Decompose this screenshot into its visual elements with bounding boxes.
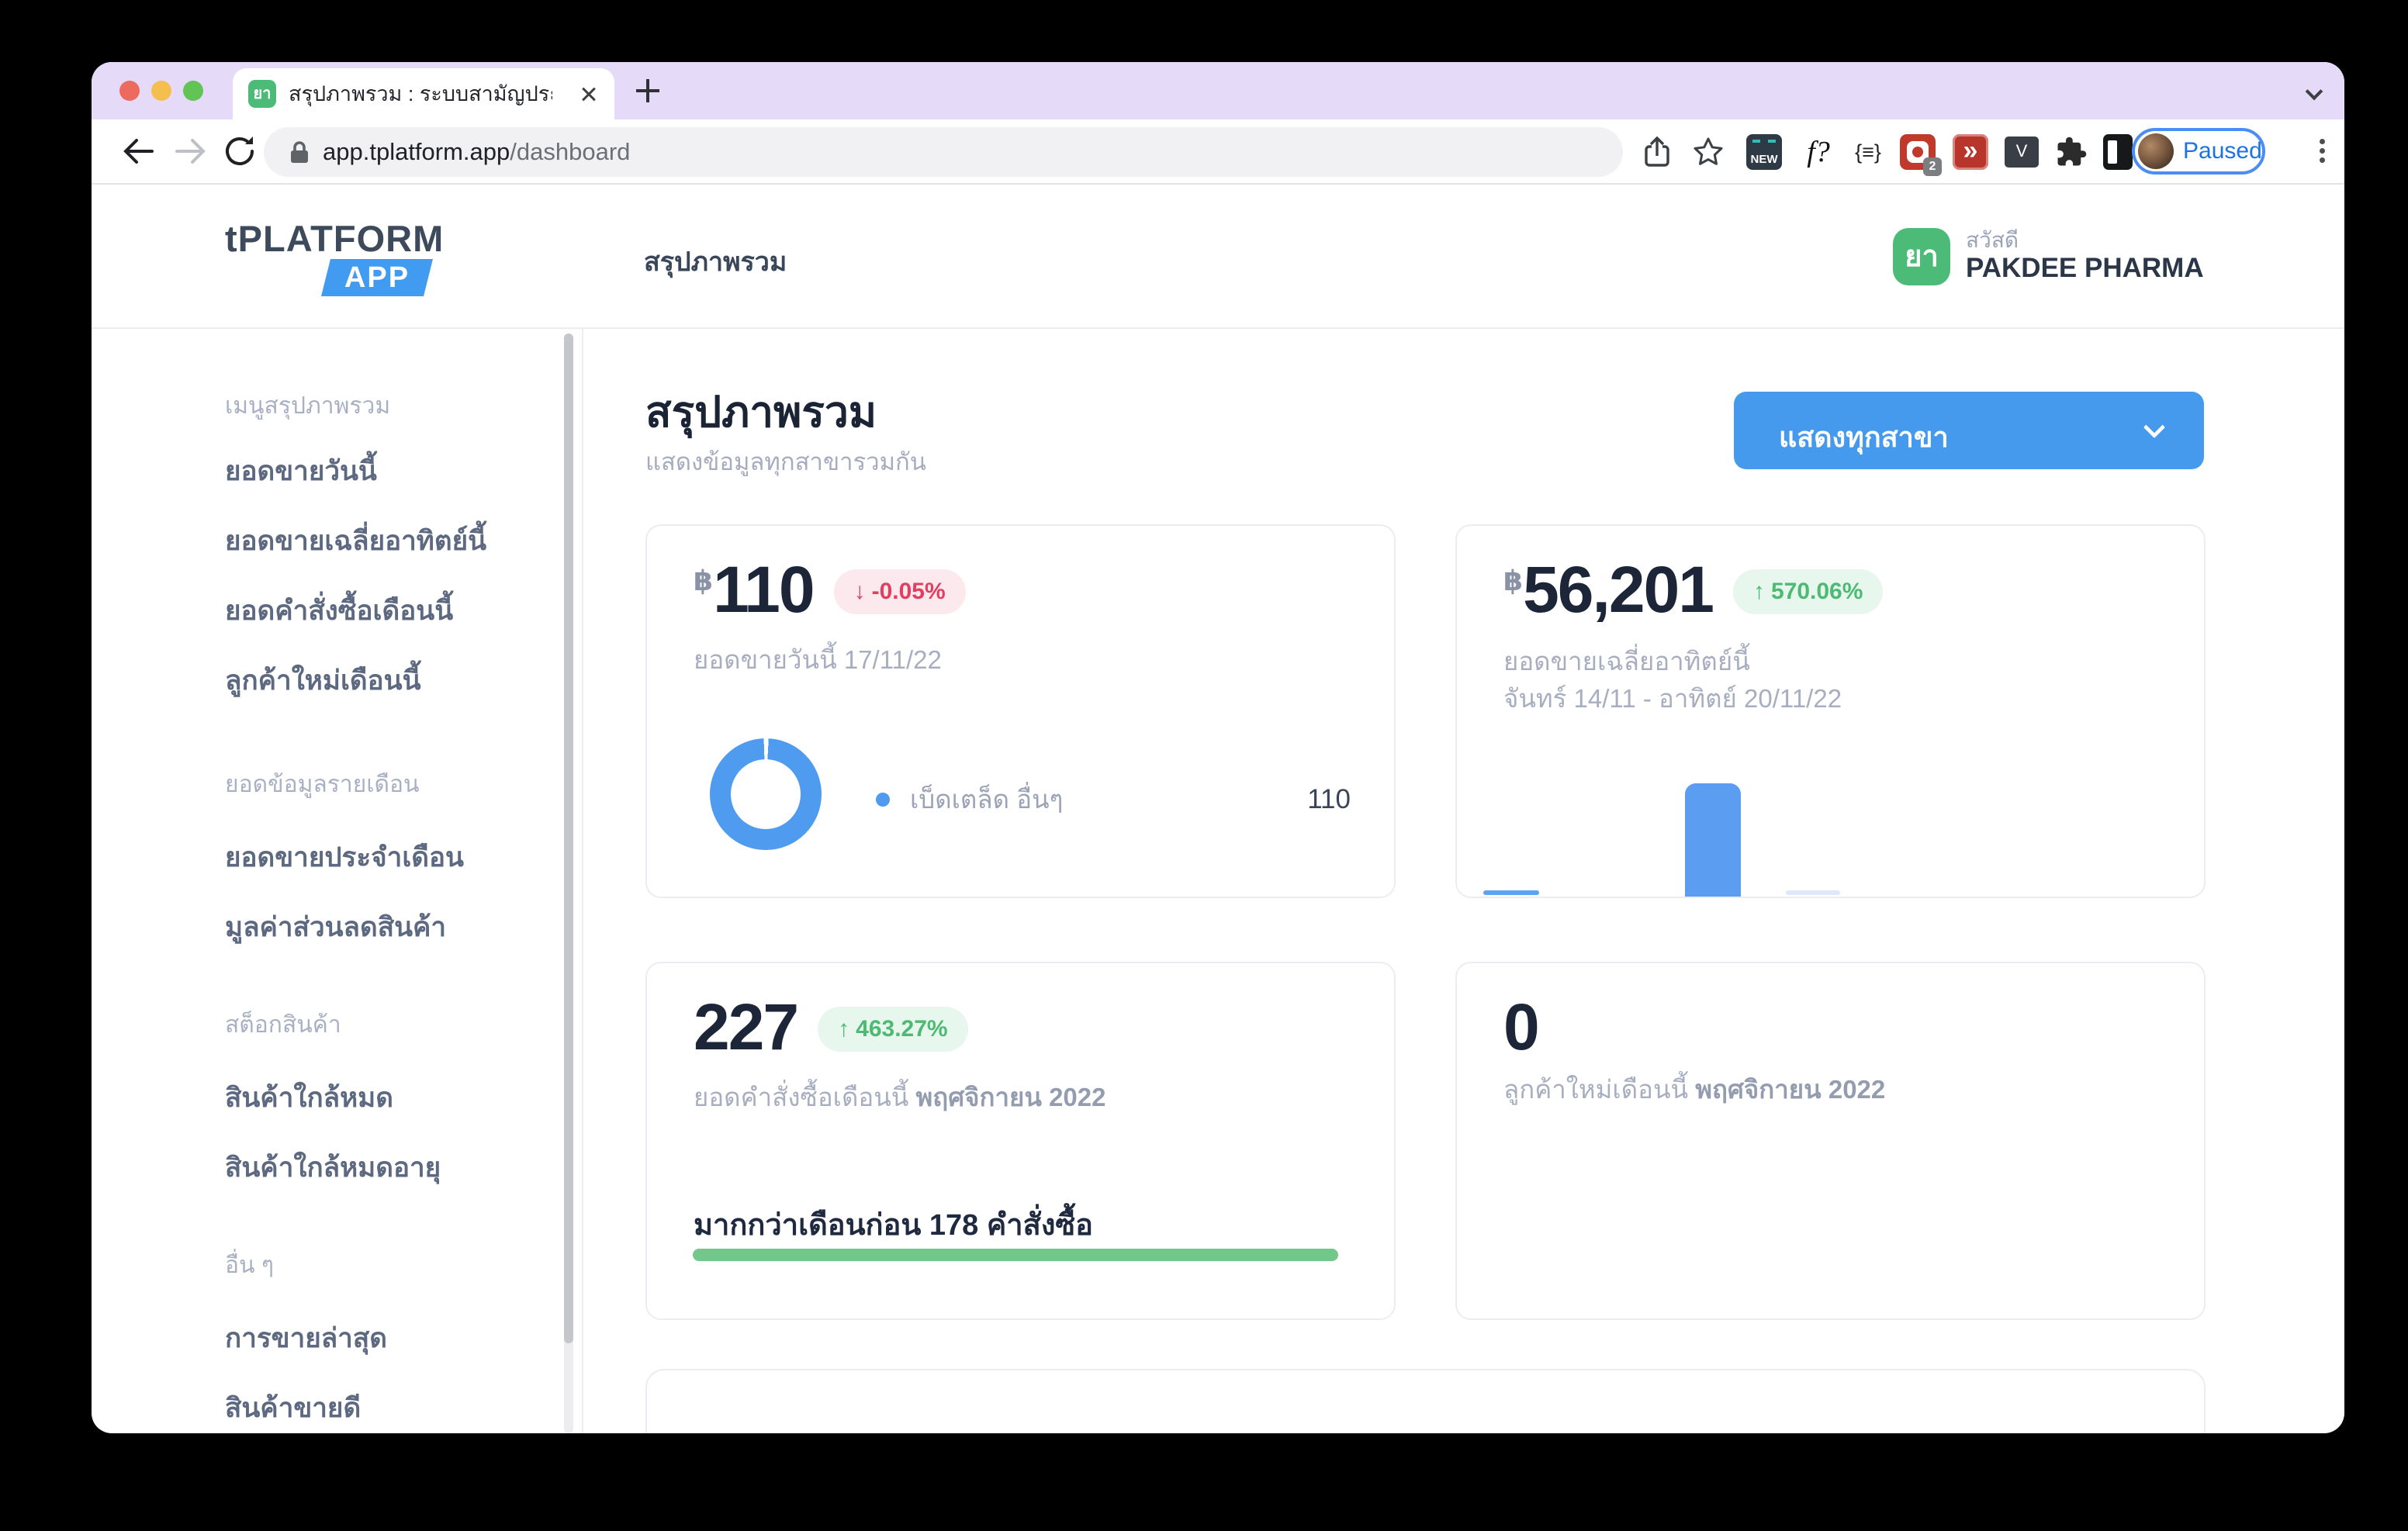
account-name: PAKDEE PHARMA [1966,253,2204,283]
week-avg-label-line2: จันทร์ 14/11 - อาทิตย์ 20/11/22 [1503,684,1842,713]
app-logo[interactable]: tPLATFORM [225,218,445,259]
extension-fast-forward-icon[interactable]: » [1949,132,1992,172]
week-avg-trend-badge: ↑ 570.06% [1732,569,1884,614]
sidebar-scrollbar-thumb[interactable] [564,334,573,1343]
today-sales-value: 110 [713,553,815,626]
share-icon[interactable] [1635,132,1679,172]
card-new-customers: 0 ลูกค้าใหม่เดือนนี้ พฤศจิกายน 2022 [1455,962,2206,1320]
chevron-down-icon [2143,416,2166,439]
browser-toolbar: app.tplatform.app/dashboard NEW f? {≡} [92,119,2344,185]
app-header: tPLATFORM APP สรุปภาพรวม ยา สวัสดี PAKDE… [92,185,2344,329]
currency-symbol: ฿ [1503,565,1524,596]
sidebar-item-latest-sales[interactable]: การขายล่าสุด [225,1323,387,1353]
week-avg-label-line1: ยอดขายเฉลี่ยอาทิตย์นี้ [1503,647,1750,676]
card-partial-bottom [645,1369,2206,1433]
extension-braces-icon[interactable]: {≡} [1855,140,1881,164]
month-orders-value: 227 [694,990,799,1063]
new-customers-label-month: พฤศจิกายน 2022 [1695,1075,1886,1104]
card-today-sales: ฿ 110 ↓ -0.05% ยอดขายวันนี้ 17/11/22 เบ็ด… [645,524,1396,898]
forward-button[interactable] [169,130,211,172]
month-orders-label: ยอดคำสั่งซื้อเดือนนี้ พฤศจิกายน 2022 [694,1083,1106,1111]
sidebar-item-month-orders[interactable]: ยอดคำสั่งซื้อเดือนนี้ [225,596,454,626]
tab-close-icon[interactable] [576,81,602,107]
sidebar-item-discount-value[interactable]: มูลค่าส่วนลดสินค้า [225,912,447,942]
minimize-window-button[interactable] [151,81,171,101]
week-bar-chart-small-bar [1483,890,1539,895]
account-greeting: สวัสดี [1966,228,2019,252]
sidebar-section-overview: เมนูสรุปภาพรวม [225,393,391,419]
month-orders-trend-badge: ↑ 463.27% [818,1007,968,1052]
extension-recorder-icon[interactable]: 2 [1896,132,1942,176]
today-sales-trend-badge: ↓ -0.05% [833,569,966,614]
extension-new-icon[interactable]: NEW [1742,132,1786,172]
extension-v-icon[interactable]: V [2000,132,2043,172]
lock-icon[interactable] [289,140,310,165]
arrow-up-icon: ↑ [838,1016,850,1042]
new-customers-value: 0 [1503,990,1540,1063]
page-title: สรุปภาพรวม [645,388,877,436]
zoom-window-button[interactable] [183,81,203,101]
bookmark-star-icon[interactable] [1687,132,1730,172]
tab-search-chevron-icon[interactable] [2307,84,2323,99]
header-nav-overview[interactable]: สรุปภาพรวม [644,247,787,277]
close-window-button[interactable] [119,81,140,101]
page-subtitle: แสดงข้อมูลทุกสาขารวมกัน [645,448,926,475]
url-domain: app.tplatform.app [323,138,510,165]
today-sales-label: ยอดขายวันนี้ 17/11/22 [694,645,942,674]
card-month-orders: 227 ↑ 463.27% ยอดคำสั่งซื้อเดือนนี้ พฤศจิ… [645,962,1396,1320]
week-bar-chart-main-bar [1685,783,1741,897]
new-customers-label: ลูกค้าใหม่เดือนนี้ พฤศจิกายน 2022 [1503,1075,1886,1104]
tab-strip: ยา สรุปภาพรวม : ระบบสามัญประจำร้าน [92,62,2344,119]
browser-tab[interactable]: ยา สรุปภาพรวม : ระบบสามัญประจำร้าน [233,68,614,119]
profile-avatar [2138,133,2174,169]
sidebar-divider [582,329,583,1433]
reload-button[interactable] [219,130,261,172]
address-bar[interactable]: app.tplatform.app/dashboard [264,127,1623,177]
arrow-down-icon: ↓ [853,579,866,604]
currency-symbol: ฿ [694,565,714,596]
branch-selector-label: แสดงทุกสาขา [1779,421,1949,453]
extension-fn-icon[interactable]: f? [1807,136,1830,168]
app-logo-badge: APP [321,259,433,296]
url-path: /dashboard [510,138,631,165]
extension-new-label: NEW [1750,153,1778,166]
sidebar-section-other: อื่น ๆ [225,1253,274,1278]
back-button[interactable] [118,130,160,172]
sidebar-item-monthly-sales[interactable]: ยอดขายประจำเดือน [225,842,464,873]
week-avg-value: 56,201 [1523,553,1714,626]
browser-window: ยา สรุปภาพรวม : ระบบสามัญประจำร้าน [92,62,2344,1433]
extension-recorder-badge: 2 [1923,157,1942,176]
sidebar-item-low-stock[interactable]: สินค้าใกล้หมด [225,1083,393,1113]
arrow-up-icon: ↑ [1752,579,1765,604]
today-sales-donut-chart [710,738,822,850]
sidebar-item-today-sales[interactable]: ยอดขายวันนี้ [225,456,377,486]
sidebar-item-new-customers[interactable]: ลูกค้าใหม่เดือนนี้ [225,665,421,696]
sidebar-section-monthly: ยอดข้อมูลรายเดือน [225,772,420,797]
extension-sidebar-icon[interactable] [2098,132,2138,172]
month-orders-progress-bar [693,1249,1338,1261]
month-orders-label-month: พฤศจิกายน 2022 [915,1083,1106,1111]
account-avatar[interactable]: ยา [1893,228,1950,285]
browser-menu-icon[interactable] [2320,135,2326,171]
donut-legend-row: เบ็ดเตล็ด อื่นๆ 110 [876,779,1351,820]
profile-paused-label: Paused [2183,138,2262,164]
tab-title: สรุปภาพรวม : ระบบสามัญประจำร้าน [289,82,552,105]
profile-chip[interactable]: Paused [2132,128,2265,175]
card-week-avg-sales: ฿ 56,201 ↑ 570.06% ยอดขายเฉลี่ยอาทิตย์นี้… [1455,524,2206,898]
new-tab-button[interactable] [635,78,661,104]
branch-selector-dropdown[interactable]: แสดงทุกสาขา [1734,392,2204,469]
legend-value: 110 [1307,783,1351,814]
sidebar-item-expiring-stock[interactable]: สินค้าใกล้หมดอายุ [225,1153,441,1183]
sidebar-item-week-avg-sales[interactable]: ยอดขายเฉลี่ยอาทิตย์นี้ [225,526,487,556]
tab-favicon: ยา [248,80,276,108]
sidebar-section-stock: สต็อกสินค้า [225,1012,341,1038]
sidebar-item-best-sellers[interactable]: สินค้าขายดี [225,1393,362,1423]
legend-label: เบ็ดเตล็ด อื่นๆ [910,785,1064,814]
extensions-puzzle-icon[interactable] [2050,132,2093,172]
month-orders-note: มากกว่าเดือนก่อน 178 คำสั่งซื้อ [694,1209,1093,1242]
legend-dot-icon [876,792,890,807]
week-bar-chart-faint-bar [1786,890,1840,895]
url-text: app.tplatform.app/dashboard [323,127,630,177]
